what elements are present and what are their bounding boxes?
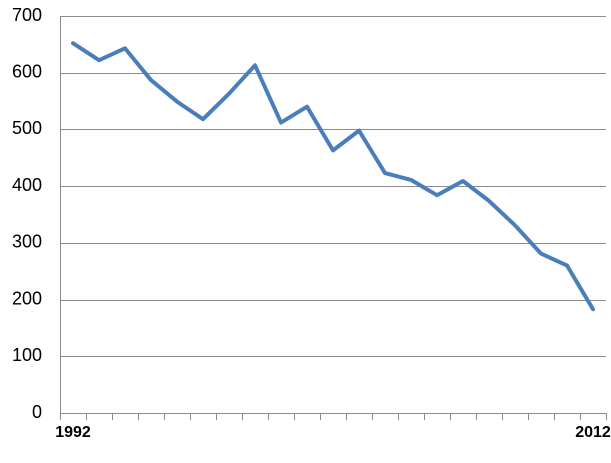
data-point-1993 bbox=[97, 58, 101, 62]
data-point-2011 bbox=[565, 264, 569, 268]
data-point-2000 bbox=[279, 121, 283, 125]
data-point-1992 bbox=[71, 41, 75, 45]
data-point-2010 bbox=[539, 252, 543, 256]
series-line-0 bbox=[71, 41, 595, 312]
data-point-1994 bbox=[123, 46, 127, 50]
y-tick-label: 600 bbox=[12, 61, 42, 81]
x-tick-label: 2012 bbox=[575, 424, 611, 441]
y-tick-label: 700 bbox=[12, 5, 42, 25]
y-tick-label: 0 bbox=[32, 402, 42, 422]
data-point-2001 bbox=[305, 105, 309, 109]
y-tick-label: 400 bbox=[12, 175, 42, 195]
data-point-1999 bbox=[253, 63, 257, 67]
data-point-2009 bbox=[513, 223, 517, 227]
data-point-2007 bbox=[461, 179, 465, 183]
data-point-2002 bbox=[331, 148, 335, 152]
data-point-1997 bbox=[201, 117, 205, 121]
data-point-2012 bbox=[591, 307, 595, 311]
y-tick-label: 200 bbox=[12, 288, 42, 308]
data-point-1995 bbox=[149, 78, 153, 82]
data-point-2004 bbox=[383, 171, 387, 175]
data-point-2003 bbox=[357, 129, 361, 133]
tick-labels: 0 100 200 300 400 500 600 700 1992 2012 bbox=[12, 5, 611, 441]
gridlines bbox=[60, 16, 606, 357]
data-point-2008 bbox=[487, 199, 491, 203]
x-tick-label: 1992 bbox=[55, 424, 91, 441]
data-point-2006 bbox=[435, 193, 439, 197]
y-tick-label: 500 bbox=[12, 118, 42, 138]
data-point-2005 bbox=[409, 178, 413, 182]
data-point-1998 bbox=[227, 92, 231, 96]
series-layer bbox=[71, 41, 595, 312]
data-point-1996 bbox=[175, 100, 179, 104]
axes bbox=[60, 16, 607, 420]
y-tick-label: 300 bbox=[12, 232, 42, 252]
y-tick-label: 100 bbox=[12, 345, 42, 365]
